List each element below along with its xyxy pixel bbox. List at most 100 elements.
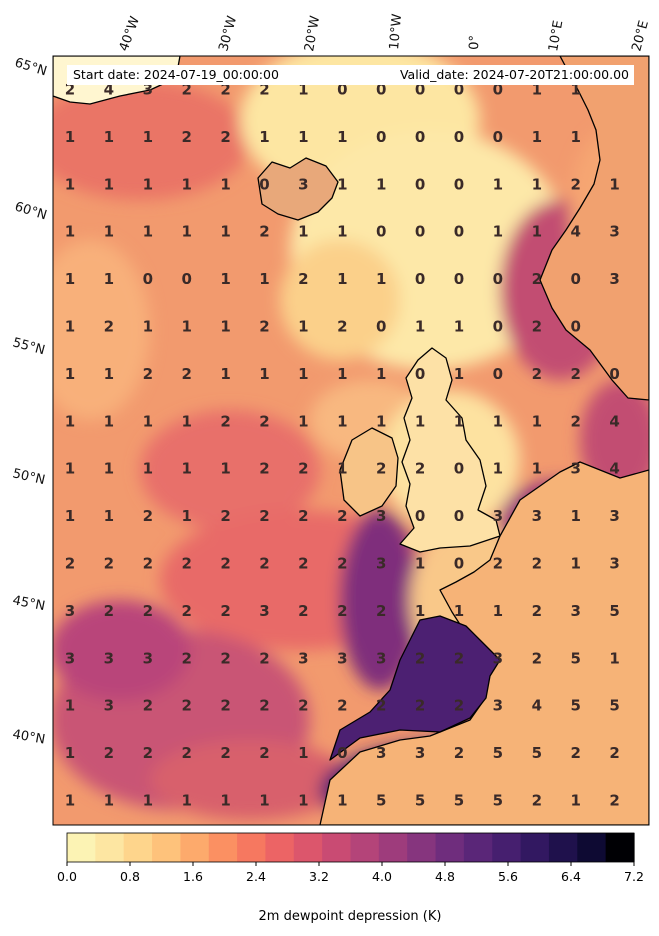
grid-value: 2 — [532, 270, 542, 288]
grid-value: 1 — [532, 460, 542, 478]
grid-value: 1 — [143, 792, 153, 810]
header-box: Start date: 2024-07-19_00:00:00 Valid_da… — [67, 65, 634, 85]
grid-value: 0 — [376, 81, 386, 99]
grid-value: 1 — [259, 365, 269, 383]
grid-value: 3 — [337, 649, 347, 667]
grid-value: 1 — [415, 555, 425, 573]
great-britain-land — [399, 347, 501, 553]
grid-value: 2 — [259, 81, 269, 99]
grid-value: 0 — [454, 270, 464, 288]
grid-value: 0 — [337, 744, 347, 762]
grid-value: 0 — [259, 175, 269, 193]
grid-value: 0 — [454, 223, 464, 241]
grid-value: 3 — [609, 555, 619, 573]
colorbar-ticks: 0.0 0.8 1.6 2.4 3.2 4.0 4.8 5.6 6.4 7.2 — [57, 862, 644, 884]
grid-value: 2 — [104, 318, 114, 336]
grid-value: 2 — [609, 744, 619, 762]
lon-label-30w: 30°W — [216, 14, 240, 53]
map-frame — [52, 55, 650, 826]
colorbar-swatch — [152, 833, 181, 862]
grid-value: 3 — [376, 649, 386, 667]
colorbar-swatch — [237, 833, 267, 862]
grid-value: 1 — [143, 175, 153, 193]
grid-value: 2 — [259, 507, 269, 525]
grid-value: 1 — [609, 649, 619, 667]
grid-value: 1 — [415, 318, 425, 336]
grid-value: 2 — [259, 460, 269, 478]
grid-value: 1 — [376, 412, 386, 430]
grid-value: 2 — [220, 81, 230, 99]
colorbar-tick-label: 0.0 — [57, 869, 77, 884]
grid-value: 5 — [609, 602, 619, 620]
grid-value: 1 — [143, 128, 153, 146]
grid-value: 1 — [493, 175, 503, 193]
grid-value: 4 — [609, 460, 619, 478]
colorbar-swatch — [492, 833, 522, 862]
colorbar-tick-label: 4.8 — [435, 869, 455, 884]
grid-value: 2 — [104, 744, 114, 762]
grid-value: 1 — [65, 175, 75, 193]
grid-value: 2 — [143, 365, 153, 383]
grid-value: 0 — [415, 128, 425, 146]
grid-value: 2 — [181, 697, 191, 715]
grid-value: 2 — [220, 744, 230, 762]
grid-value: 2 — [181, 602, 191, 620]
colorbar-tick-label: 3.2 — [309, 869, 329, 884]
grid-value: 1 — [65, 697, 75, 715]
grid-value: 1 — [415, 602, 425, 620]
colorbar-swatch — [95, 833, 125, 862]
grid-value: 2 — [337, 697, 347, 715]
grid-value: 3 — [570, 460, 580, 478]
grid-value: 1 — [532, 128, 542, 146]
grid-value: 1 — [104, 128, 114, 146]
grid-value: 5 — [570, 649, 580, 667]
grid-value: 2 — [259, 744, 269, 762]
grid-value: 3 — [143, 649, 153, 667]
grid-value: 1 — [493, 602, 503, 620]
colorbar-frame — [66, 832, 635, 863]
grid-value: 0 — [415, 175, 425, 193]
grid-value: 2 — [259, 223, 269, 241]
grid-value: 0 — [143, 270, 153, 288]
grid-value: 2 — [220, 555, 230, 573]
lat-label-45n: 45°N — [11, 593, 46, 614]
grid-value: 1 — [104, 792, 114, 810]
lon-label-10e: 10°E — [546, 19, 566, 52]
grid-value: 1 — [337, 128, 347, 146]
grid-value: 1 — [143, 412, 153, 430]
colorbar-tick-label: 2.4 — [246, 869, 266, 884]
grid-value: 1 — [570, 792, 580, 810]
grid-value: 1 — [104, 365, 114, 383]
grid-value: 1 — [532, 81, 542, 99]
lon-label-0: 0° — [467, 35, 483, 50]
iberia-land — [329, 615, 501, 761]
grid-value: 2 — [454, 744, 464, 762]
grid-value: 2 — [609, 792, 619, 810]
grid-value: 2 — [570, 412, 580, 430]
grid-value: 0 — [415, 507, 425, 525]
grid-value: 2 — [493, 555, 503, 573]
grid-value: 2 — [532, 365, 542, 383]
grid-value: 1 — [181, 507, 191, 525]
grid-value: 3 — [493, 507, 503, 525]
grid-value: 2 — [376, 602, 386, 620]
grid-value: 2 — [181, 744, 191, 762]
grid-value: 1 — [104, 270, 114, 288]
grid-value: 0 — [376, 223, 386, 241]
colorbar-swatch — [208, 833, 238, 862]
lat-label-60n: 60°N — [13, 199, 49, 223]
colorbar-tick-label: 4.0 — [372, 869, 392, 884]
grid-value: 0 — [454, 175, 464, 193]
grid-value: 3 — [376, 555, 386, 573]
colorbar-swatch — [293, 833, 323, 862]
grid-value: 3 — [532, 507, 542, 525]
grid-value: 1 — [65, 128, 75, 146]
grid-value: 1 — [298, 412, 308, 430]
lat-label-50n: 50°N — [11, 466, 46, 488]
grid-value: 1 — [65, 792, 75, 810]
grid-value: 2 — [220, 507, 230, 525]
grid-value: 3 — [259, 602, 269, 620]
grid-value: 2 — [143, 697, 153, 715]
grid-value: 0 — [493, 81, 503, 99]
grid-value: 0 — [454, 507, 464, 525]
